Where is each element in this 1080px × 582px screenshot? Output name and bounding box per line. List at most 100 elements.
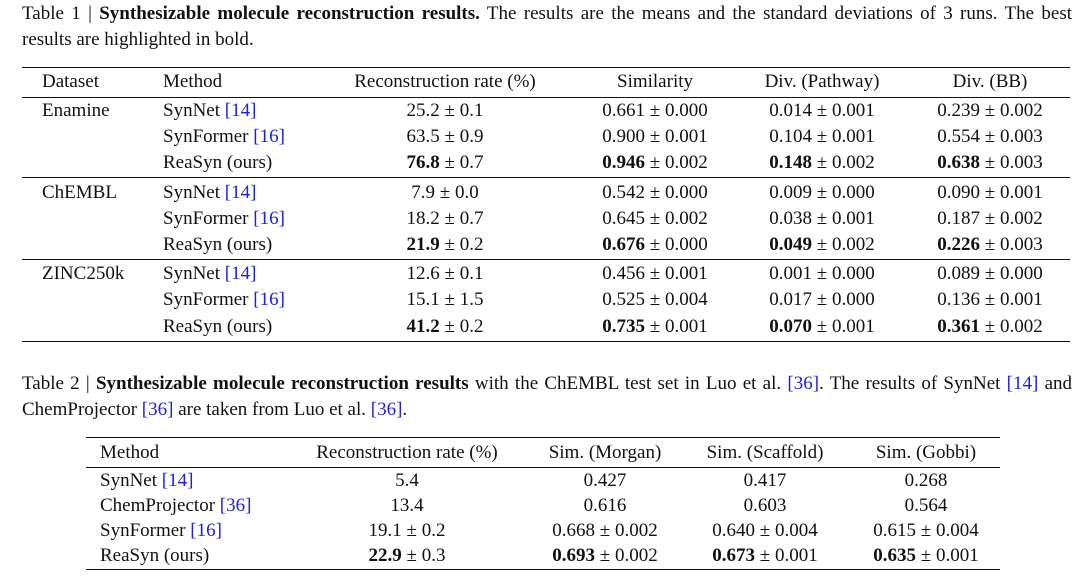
- mean: 5.4: [395, 470, 419, 491]
- citation: [14]: [161, 470, 194, 491]
- mean: 0.946: [602, 152, 646, 174]
- std: ± 0.000: [816, 181, 875, 203]
- std: ± 0.002: [599, 545, 658, 566]
- method-name: SynFormer: [163, 207, 249, 229]
- std: ± 0.002: [649, 152, 708, 174]
- std: ± 0.001: [649, 315, 708, 337]
- table-rule: [86, 569, 1000, 571]
- value-cell: 0.017 ± 0.000: [769, 289, 874, 311]
- mean: 0.616: [583, 495, 627, 516]
- value-cell: 0.038 ± 0.001: [769, 208, 874, 230]
- std: ± 0.004: [649, 289, 708, 311]
- value-cell: 0.638 ± 0.003: [937, 152, 1042, 174]
- method-cell: ReaSyn (ours): [163, 234, 272, 256]
- std: ± 0.002: [984, 100, 1043, 121]
- method-name: SynNet: [100, 470, 157, 491]
- mean: 22.9: [368, 545, 402, 566]
- value-cell: 18.2 ± 0.7: [407, 208, 484, 230]
- mean: 0.693: [552, 545, 596, 566]
- mean: 21.9: [406, 234, 440, 255]
- method-cell: ReaSyn (ours): [100, 545, 209, 567]
- table-rule: [22, 177, 1070, 179]
- value-cell: 19.1 ± 0.2: [369, 520, 446, 542]
- std: ± 0.7: [444, 152, 484, 174]
- std: ± 0.001: [984, 181, 1043, 203]
- caption-text: with the ChEMBL test set in Luo et al.: [474, 373, 782, 394]
- method-cell: ChemProjector [36]: [100, 495, 251, 517]
- citation: [16]: [253, 126, 285, 148]
- caption-title: Synthesizable molecule reconstruction re…: [99, 3, 480, 24]
- std: ± 0.003: [984, 126, 1043, 148]
- mean: 0.645: [602, 207, 646, 229]
- value-cell: 0.735 ± 0.001: [602, 316, 707, 338]
- mean: 0.640: [712, 520, 756, 541]
- mean: 0.017: [769, 289, 813, 311]
- std: ± 0.000: [649, 100, 708, 121]
- value-cell: 0.136 ± 0.001: [937, 289, 1042, 311]
- mean: 0.001: [769, 263, 813, 285]
- method-name: ReaSyn (ours): [163, 315, 273, 337]
- std: ± 0.002: [599, 520, 658, 541]
- citation: [14]: [224, 263, 257, 285]
- mean: 0.638: [937, 152, 981, 174]
- table-rule: [22, 259, 1070, 260]
- citation: [16]: [253, 207, 285, 229]
- std: ± 0.002: [984, 315, 1043, 337]
- mean: 0.038: [769, 207, 813, 229]
- value-cell: 0.014 ± 0.001: [769, 100, 874, 122]
- method-name: SynFormer: [100, 520, 186, 541]
- caption-text: The results are the means and the standa…: [22, 3, 1072, 50]
- method-name: ChemProjector: [100, 495, 216, 516]
- citation: [36]: [219, 495, 252, 516]
- mean: 0.239: [937, 100, 981, 121]
- mean: 63.5: [406, 126, 440, 148]
- std: ± 0.004: [920, 520, 979, 541]
- value-cell: 0.615 ± 0.004: [873, 520, 978, 542]
- column-header: Div. (Pathway): [764, 71, 880, 92]
- std: ± 0.000: [816, 263, 875, 285]
- table-rule: [22, 340, 1070, 342]
- value-cell: 12.6 ± 0.1: [407, 263, 484, 285]
- mean: 0.603: [743, 495, 787, 516]
- value-cell: 21.9 ± 0.2: [407, 234, 484, 256]
- mean: 0.676: [602, 234, 646, 255]
- column-header: Sim. (Gobbi): [875, 442, 977, 463]
- std: ± 0.003: [984, 234, 1043, 255]
- value-cell: 0.946 ± 0.002: [602, 152, 707, 174]
- value-cell: 0.187 ± 0.002: [937, 208, 1042, 230]
- citation: [36]: [787, 373, 820, 394]
- caption-text: .: [402, 399, 408, 420]
- std: ± 0.000: [649, 181, 708, 203]
- value-cell: 0.900 ± 0.001: [602, 126, 707, 148]
- value-cell: 5.4: [395, 470, 419, 492]
- mean: 13.4: [390, 495, 424, 516]
- value-cell: 0.070 ± 0.001: [769, 316, 874, 338]
- value-cell: 13.4: [390, 495, 423, 517]
- value-cell: 0.009 ± 0.000: [769, 182, 874, 204]
- caption-text: are taken from Luo et al.: [178, 399, 366, 420]
- method-name: ReaSyn (ours): [163, 152, 273, 174]
- citation: [14]: [1006, 373, 1039, 394]
- method-cell: SynFormer [16]: [163, 126, 285, 148]
- citation: [36]: [370, 399, 403, 420]
- std: ± 0.7: [444, 207, 484, 229]
- std: ± 0.000: [816, 289, 875, 311]
- std: ± 0.001: [920, 545, 979, 566]
- column-header: Sim. (Scaffold): [706, 442, 824, 463]
- mean: 0.049: [769, 234, 813, 255]
- mean: 0.187: [937, 207, 981, 229]
- citation: [16]: [253, 289, 285, 311]
- method-cell: ReaSyn (ours): [163, 316, 272, 338]
- value-cell: 7.9 ± 0.0: [411, 182, 478, 204]
- method-name: SynNet: [163, 100, 220, 121]
- mean: 0.661: [602, 100, 646, 121]
- mean: 0.615: [873, 520, 917, 541]
- method-cell: SynFormer [16]: [163, 208, 285, 230]
- caption: Table 2 | Synthesizable molecule reconst…: [22, 371, 1072, 423]
- column-header: Dataset: [42, 71, 99, 92]
- mean: 0.635: [873, 545, 917, 566]
- column-header: Div. (BB): [952, 71, 1028, 92]
- value-cell: 0.268: [905, 470, 948, 492]
- mean: 0.668: [552, 520, 596, 541]
